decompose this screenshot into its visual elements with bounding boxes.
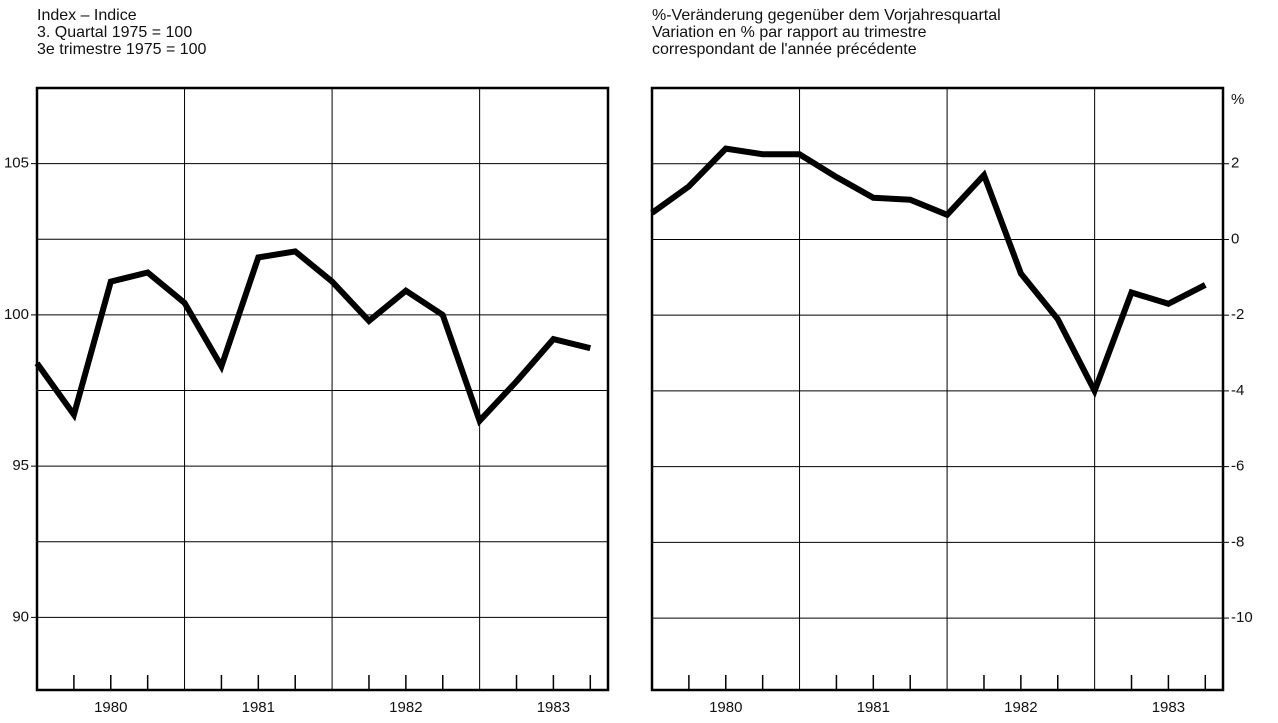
y-tick-label: -2 bbox=[1231, 306, 1244, 323]
y-tick-label: 0 bbox=[1231, 230, 1239, 247]
y-tick-label: -10 bbox=[1231, 609, 1253, 626]
chart-title: %-Veränderung gegenüber dem Vorjahresqua… bbox=[652, 7, 1001, 24]
x-tick-label: 1983 bbox=[537, 699, 570, 716]
data-line bbox=[34, 248, 592, 427]
y-tick-label: 95 bbox=[12, 457, 29, 474]
x-tick-label: 1982 bbox=[1004, 699, 1037, 716]
y-tick-label: -8 bbox=[1231, 533, 1244, 550]
x-tick-label: 1981 bbox=[857, 699, 890, 716]
x-tick-label: 1980 bbox=[94, 699, 127, 716]
y-axis-label: % bbox=[1231, 91, 1244, 108]
x-tick-label: 1980 bbox=[709, 699, 742, 716]
chart-title: correspondant de l'année précédente bbox=[652, 41, 917, 58]
y-tick-label: 100 bbox=[4, 306, 29, 323]
chart-title: 3. Quartal 1975 = 100 bbox=[37, 24, 192, 41]
x-tick-label: 1983 bbox=[1152, 699, 1185, 716]
plot-frame bbox=[650, 86, 1225, 692]
y-tick-label: -4 bbox=[1231, 382, 1244, 399]
y-tick-label: 90 bbox=[12, 608, 29, 625]
x-tick-label: 1982 bbox=[389, 699, 422, 716]
chart-title: Variation en % par rapport au trimestre bbox=[652, 24, 927, 41]
chart-title: Index – Indice bbox=[37, 7, 137, 24]
plot-frame bbox=[35, 86, 610, 692]
y-tick-label: 2 bbox=[1231, 155, 1239, 172]
x-tick-label: 1981 bbox=[242, 699, 275, 716]
chart-title: 3e trimestre 1975 = 100 bbox=[37, 41, 207, 58]
y-tick-label: 105 bbox=[4, 155, 29, 172]
y-tick-label: -6 bbox=[1231, 458, 1244, 475]
data-line bbox=[650, 145, 1207, 399]
